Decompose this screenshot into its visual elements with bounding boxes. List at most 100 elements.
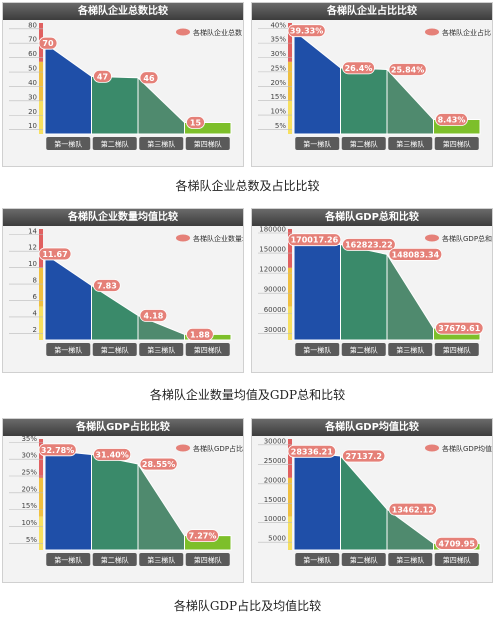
legend-label: 各梯队GDP总和比较 [442,234,492,243]
data-label: 37679.61 [438,324,480,333]
y-tick-label: 6 [33,293,38,301]
category-label: 第三梯队 [396,346,424,355]
y-tick-label: 60000 [264,306,286,314]
figure-caption: 各梯队企业总数及占比比较 [175,179,320,193]
chart-plot: 2 4 6 8 10 12 14 第一梯队 第二梯队 第三梯队 第四梯队 11.67 7.83 4.18 1… [9,227,243,356]
axis-stripe [288,477,292,517]
area-segment [340,454,388,551]
category-button [388,137,433,150]
category-label: 第一梯队 [54,140,82,149]
category-label: 第一梯队 [54,556,82,565]
category-label: 第四梯队 [194,346,222,355]
axis-stripe [39,267,43,307]
data-label-bg [139,71,159,85]
legend-label: 各梯队GDP占比 [193,444,243,453]
data-label-bg [435,113,468,126]
y-tick-label: 2 [33,326,37,334]
category-button [434,137,479,150]
category-button [139,137,184,150]
category-button [139,343,184,356]
chart-title: 各梯队企业总数比较 [3,3,243,20]
data-label: 28336.21 [291,447,333,456]
legend-swatch [176,234,190,242]
y-tick-label: 20% [270,79,286,87]
axis-stripe [39,439,43,478]
axis-stripe [39,229,43,268]
category-label: 第二梯队 [350,556,378,565]
y-tick-label: 40 [28,79,37,87]
data-label: 15 [190,118,202,127]
data-label: 25.84% [391,65,424,74]
legend-swatch [425,444,439,452]
data-label: 8.43% [438,116,466,125]
data-label: 26.4% [345,64,373,73]
category-label: 第四梯队 [194,556,222,565]
data-label: 148083.34 [392,250,440,259]
chart-plot: 5000 10000 15000 20000 25000 30000 第一梯队 第二梯队 第三梯… [258,437,492,566]
axis-stripe [39,516,43,550]
data-label-bg [139,309,168,322]
chart-title: 各梯队GDP占比比较 [3,419,243,436]
legend-swatch [425,28,439,36]
category-button [185,553,230,566]
axis-stripe [39,477,43,517]
chart-panel-gdp-mean: 各梯队GDP均值比较 5000 10000 15000 20000 25000 30000… [251,418,493,583]
category-label: 第四梯队 [194,140,222,149]
y-tick-label: 35% [270,36,286,44]
category-label: 第三梯队 [147,140,175,149]
y-tick-label: 80 [28,21,37,29]
chart-title: 各梯队企业占比比较 [252,3,492,20]
data-label-bg [186,529,219,543]
data-label: 28.55% [142,460,175,469]
area-segment [340,243,388,341]
axis-stripe [39,100,43,134]
y-tick-label: 10 [28,122,37,130]
data-label-bg [342,449,386,463]
chart-panel-gdp-share: 各梯队GDP占比比较 5% 10% 15% 20% 25% 30% 35% 第一梯队 第二梯队 第… [2,418,244,583]
category-button [92,553,137,566]
data-label: 4709.95 [438,539,475,548]
y-tick-label: 15% [21,502,37,510]
category-button [46,137,91,150]
area-segment [91,453,139,551]
category-label: 第一梯队 [303,140,331,149]
y-tick-label: 25% [21,469,37,477]
category-label: 第三梯队 [147,556,175,565]
legend-swatch [425,234,439,242]
y-tick-label: 25000 [264,457,286,465]
y-tick-label: 14 [28,227,37,235]
axis-stripe [39,61,43,101]
y-tick-label: 30000 [264,326,286,334]
y-tick-label: 180000 [259,226,286,234]
data-label-bg [139,457,178,471]
category-button [341,553,386,566]
category-button [341,343,386,356]
axis-stripe [288,267,292,307]
y-tick-label: 10% [270,108,286,116]
legend-swatch [176,28,190,36]
data-label-bg [435,321,484,335]
y-tick-label: 30% [21,452,37,460]
data-label-bg [38,247,72,261]
y-tick-label: 5% [275,122,286,130]
y-tick-label: 20 [28,108,37,116]
y-tick-label: 20000 [264,476,286,484]
y-tick-label: 8 [33,277,37,285]
figure-caption: 各梯队GDP占比及均值比较 [173,599,322,613]
data-label-bg [186,116,205,129]
axis-stripe [288,23,292,62]
data-label-bg [287,24,326,38]
data-label-bg [287,233,342,247]
category-label: 第四梯队 [443,346,471,355]
y-tick-label: 4 [33,309,38,317]
category-label: 第二梯队 [350,140,378,149]
y-tick-label: 5000 [268,535,286,543]
area-segment [91,75,139,135]
data-label: 47 [97,72,108,81]
category-button [388,553,433,566]
area-segment [137,462,185,551]
category-label: 第四梯队 [443,556,471,565]
y-tick-label: 30000 [264,437,286,445]
data-label-bg [287,444,336,458]
category-button [341,137,386,150]
